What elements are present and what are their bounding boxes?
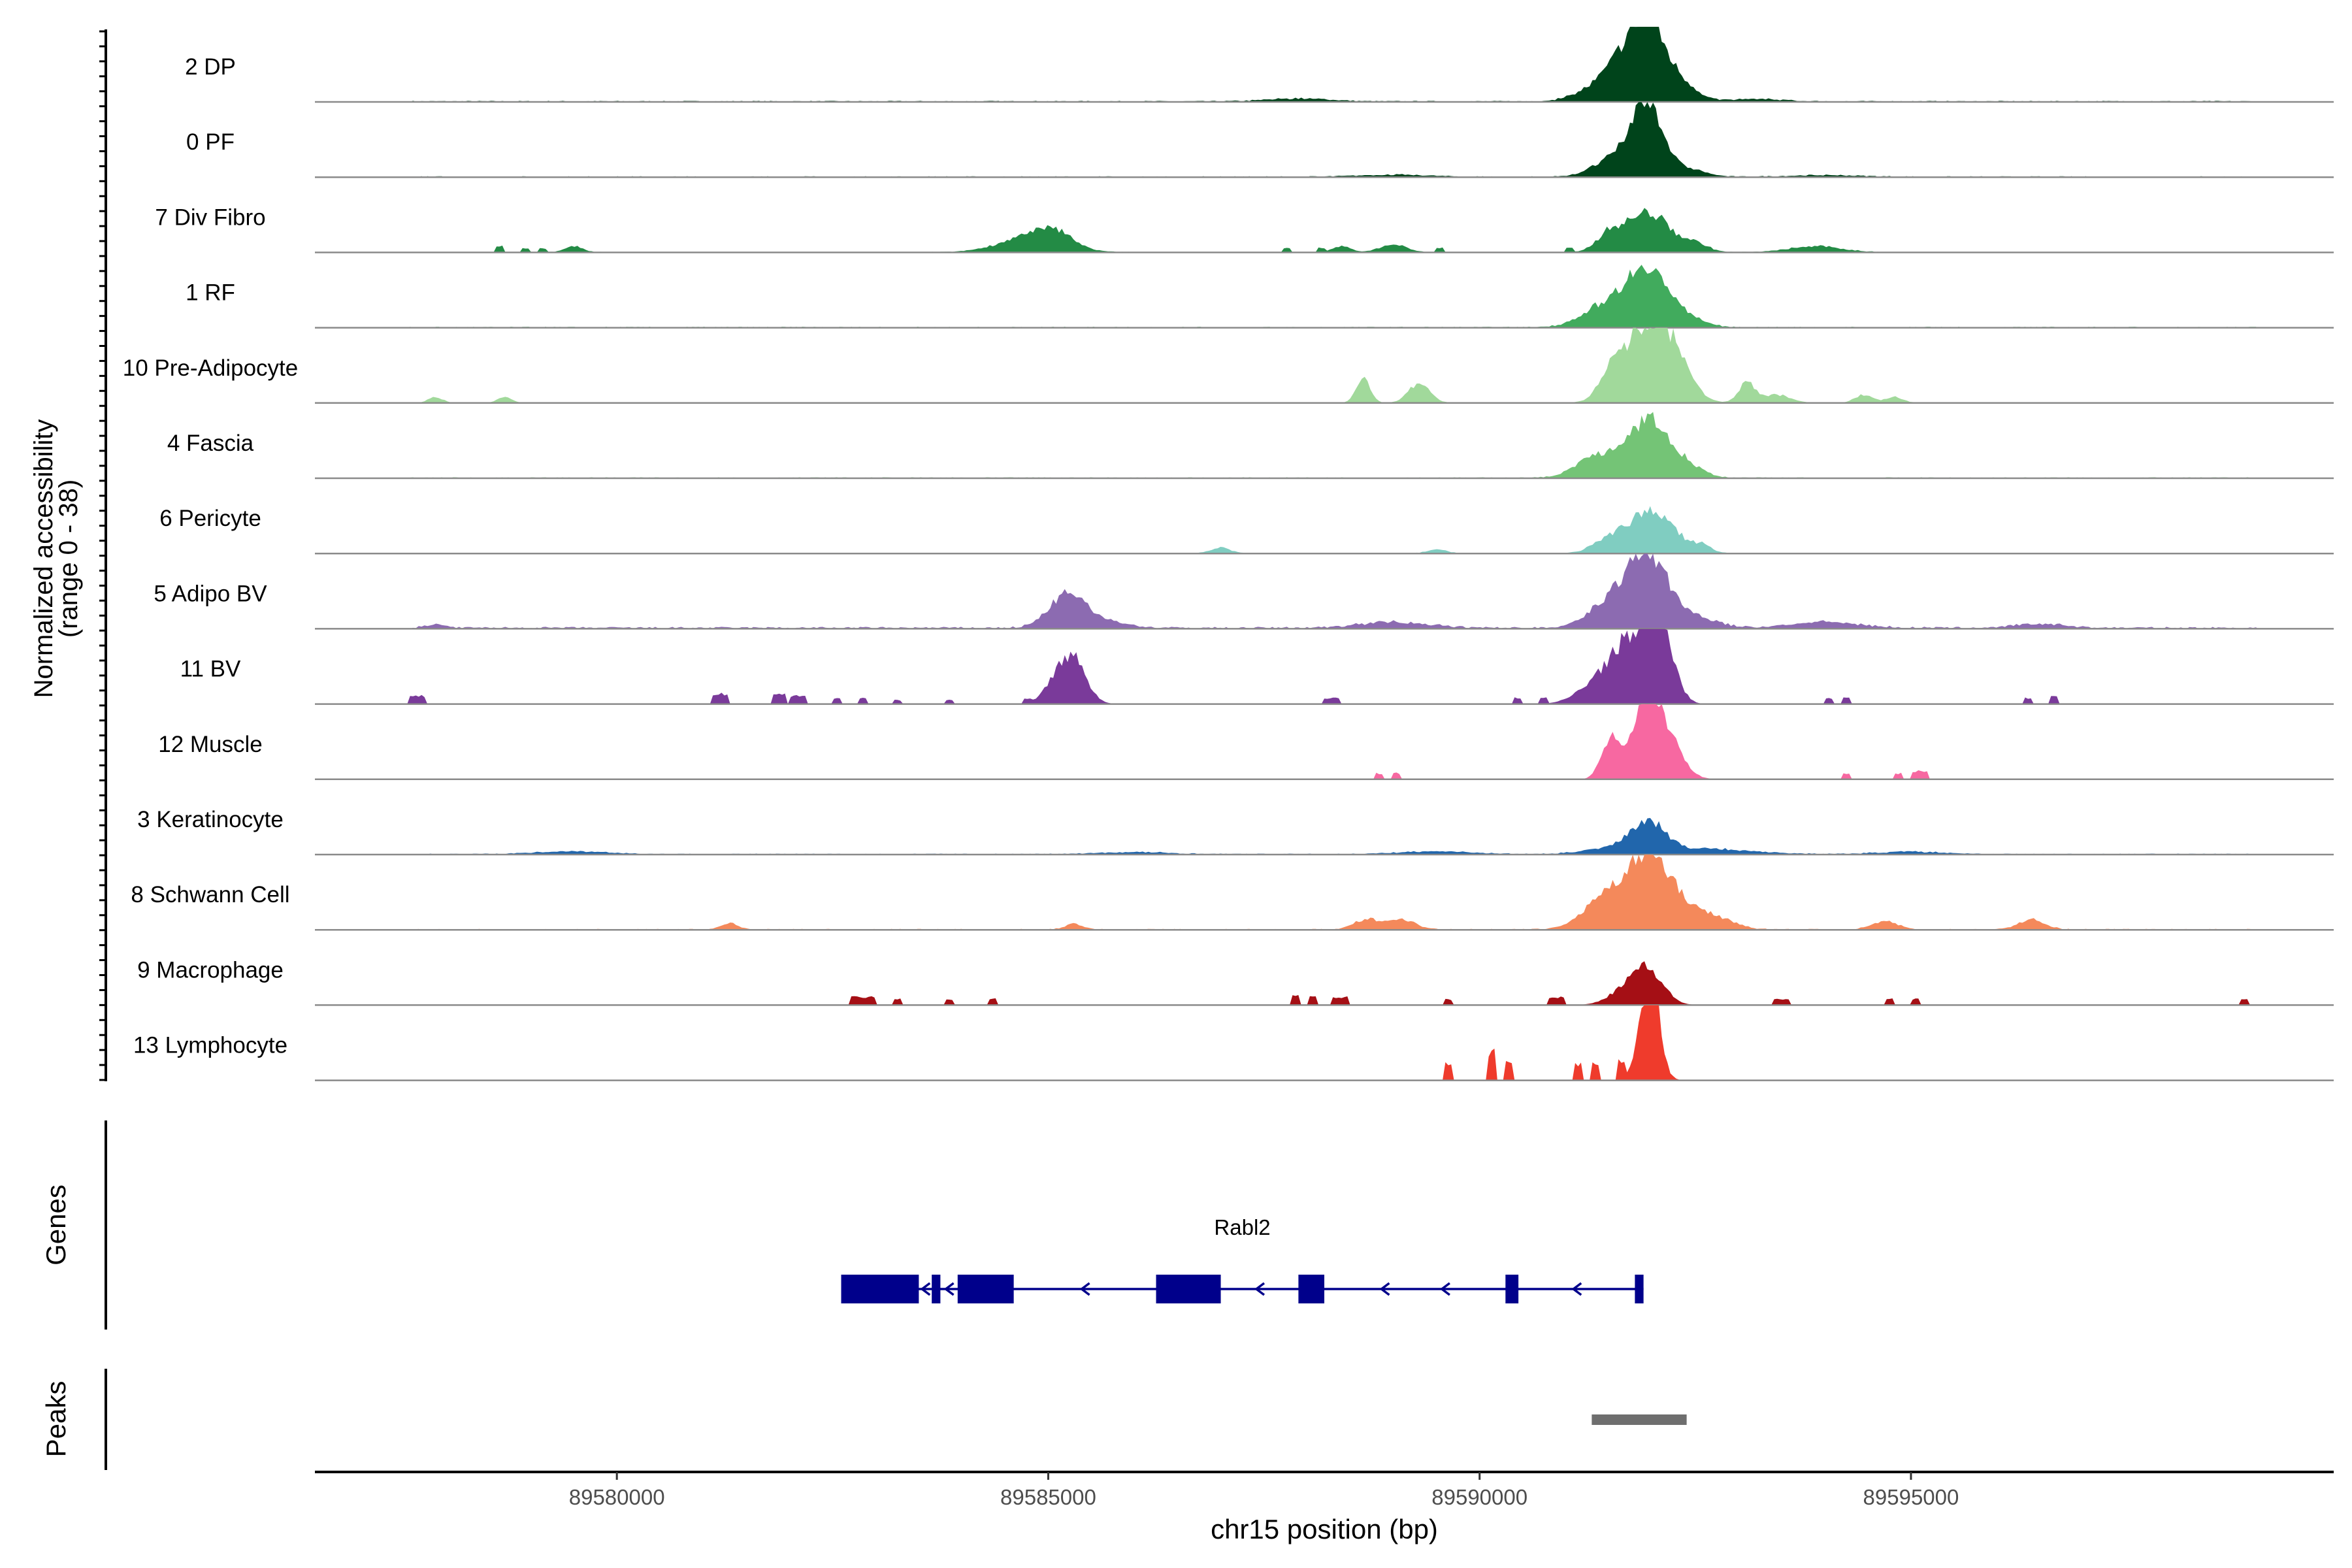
strand-arrow [943, 1282, 955, 1296]
coverage-area [315, 327, 2334, 403]
genes-label: Genes [41, 1184, 71, 1266]
gene-exon [841, 1275, 919, 1303]
track-label: 3 Keratinocyte [137, 807, 284, 832]
track-13-lymphocyte: 13 Lymphocyte [133, 1005, 2334, 1081]
coverage-area [315, 855, 2334, 930]
y-axis-title: Normalized accessibility [29, 419, 58, 698]
track-7-div-fibro: 7 Div Fibro [155, 204, 2334, 253]
gene-name: Rabl2 [1214, 1215, 1270, 1239]
gene-track: Rabl2 [841, 1215, 1644, 1303]
strand-arrow [1439, 1282, 1450, 1296]
coverage-area [315, 1005, 2334, 1081]
strand-arrow [1079, 1282, 1090, 1296]
coverage-area [315, 265, 2334, 328]
track-4-fascia: 4 Fascia [167, 412, 2334, 480]
track-10-pre-adipocyte: 10 Pre-Adipocyte [123, 327, 2334, 404]
track-label: 0 PF [186, 129, 235, 155]
x-tick-label: 89595000 [1863, 1485, 1959, 1509]
strand-arrow [1571, 1282, 1582, 1296]
peak-region [1592, 1414, 1687, 1425]
x-axis-title: chr15 position (bp) [1211, 1514, 1438, 1544]
gene-exon [1635, 1275, 1644, 1303]
coverage-area [315, 27, 2334, 102]
gene-exon [1505, 1275, 1519, 1303]
track-0-pf: 0 PF [186, 102, 2334, 178]
track-label: 11 BV [180, 657, 241, 682]
coverage-area [315, 102, 2334, 178]
coverage-area [315, 412, 2334, 478]
track-label: 7 Div Fibro [155, 204, 265, 230]
x-tick-label: 89590000 [1431, 1485, 1527, 1509]
track-6-pericyte: 6 Pericyte [159, 506, 2334, 555]
track-1-rf: 1 RF [186, 265, 2334, 329]
coverage-area [315, 553, 2334, 629]
coverage-area [315, 704, 2334, 779]
track-label: 9 Macrophage [137, 957, 284, 983]
strand-arrow [920, 1282, 931, 1296]
track-12-muscle: 12 Muscle [158, 704, 2334, 781]
y-axis-range: (range 0 - 38) [54, 480, 83, 638]
coverage-tracks: 2 DP 0 PF 7 Div Fibro 1 RF 10 Pre-Adipocyte 4… [123, 27, 2334, 1081]
coverage-area [315, 818, 2334, 855]
track-5-adipo-bv: 5 Adipo BV [154, 553, 2334, 630]
track-2-dp: 2 DP [185, 27, 2334, 103]
x-tick-label: 89585000 [1000, 1485, 1096, 1509]
track-label: 4 Fascia [167, 431, 254, 456]
gene-exon [1156, 1275, 1221, 1303]
x-axis: 89580000 89585000 89590000 89595000 [315, 1471, 2334, 1509]
track-label: 8 Schwann Cell [131, 882, 289, 907]
track-label: 2 DP [185, 54, 236, 80]
gene-exon [957, 1275, 1014, 1303]
track-label: 6 Pericyte [159, 506, 261, 531]
track-8-schwann-cell: 8 Schwann Cell [131, 855, 2334, 931]
track-label: 10 Pre-Adipocyte [123, 355, 298, 381]
gene-exon [932, 1275, 941, 1303]
track-9-macrophage: 9 Macrophage [137, 957, 2334, 1006]
track-label: 12 Muscle [158, 732, 263, 757]
strand-arrow [1379, 1282, 1390, 1296]
coverage-y-axis [99, 29, 107, 1081]
coverage-area [315, 506, 2334, 554]
coverage-area [315, 961, 2334, 1005]
peak-track [1592, 1414, 1687, 1425]
coverage-area [315, 208, 2334, 253]
track-label: 5 Adipo BV [154, 581, 267, 606]
track-3-keratinocyte: 3 Keratinocyte [137, 807, 2334, 856]
track-label: 13 Lymphocyte [133, 1033, 287, 1058]
strand-arrow [1254, 1282, 1266, 1296]
track-11-bv: 11 BV [180, 629, 2334, 705]
x-tick-label: 89580000 [569, 1485, 665, 1509]
track-label: 1 RF [186, 280, 235, 306]
gene-exon [1298, 1275, 1324, 1303]
peaks-label: Peaks [41, 1381, 71, 1458]
coverage-area [315, 629, 2334, 704]
